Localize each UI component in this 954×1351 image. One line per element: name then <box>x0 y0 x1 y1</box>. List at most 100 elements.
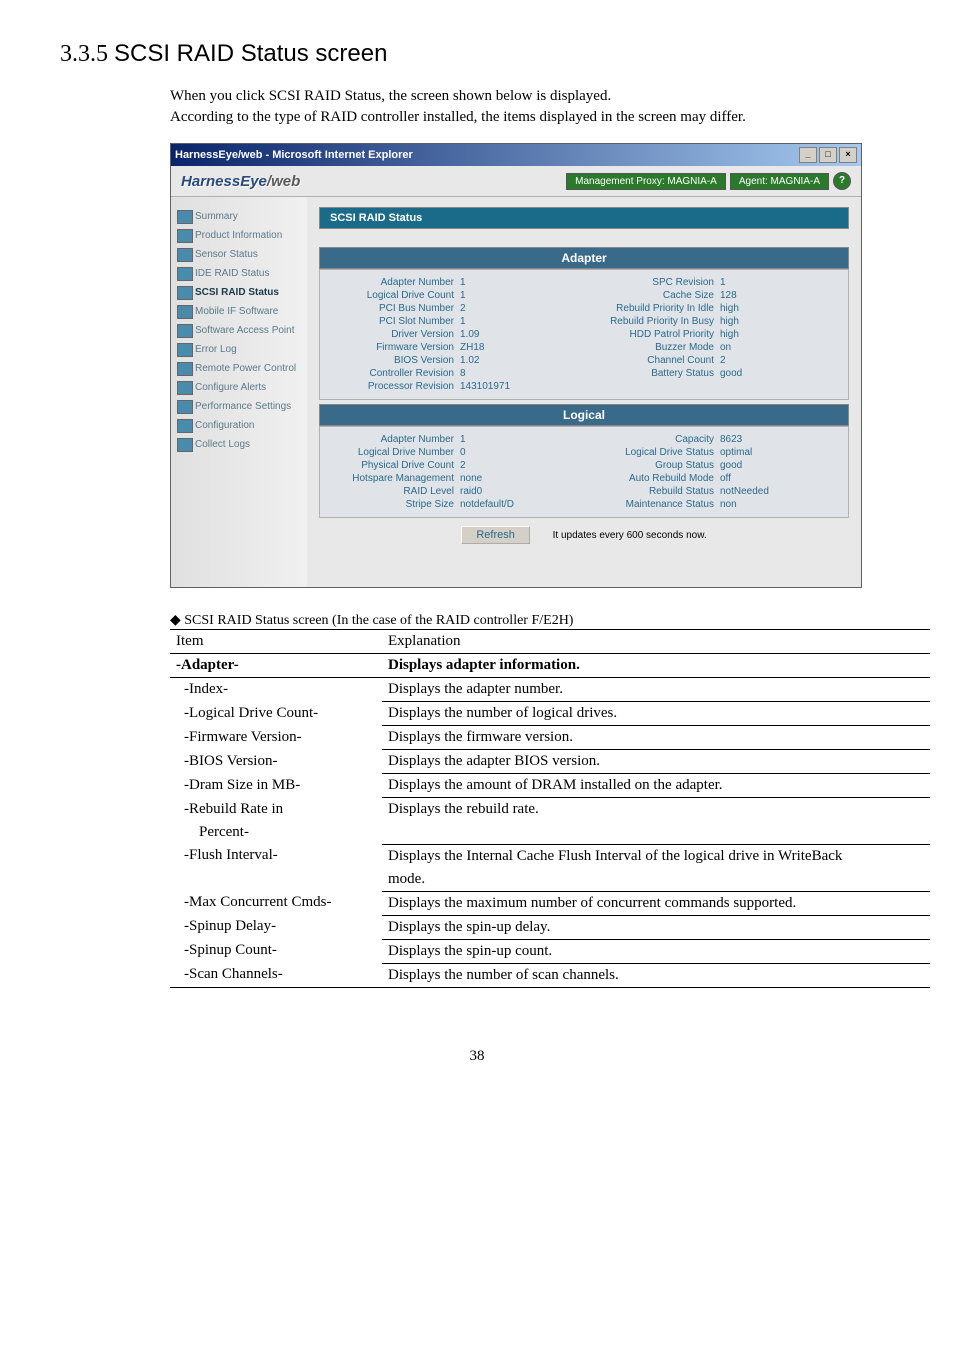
cell-item: -Firmware Version- <box>170 726 382 750</box>
sidebar-item[interactable]: IDE RAID Status <box>177 264 305 283</box>
kv-value: non <box>720 499 844 510</box>
table-row: -Spinup Count-Displays the spin-up count… <box>170 939 930 963</box>
table-row: -Spinup Delay-Displays the spin-up delay… <box>170 915 930 939</box>
cell-explain: Displays the number of scan channels. <box>382 963 930 987</box>
sidebar-label: Sensor Status <box>195 249 258 260</box>
cell-explain: Displays the rebuild rate. <box>382 798 930 822</box>
kv-row: PCI Bus Number2 <box>324 302 584 315</box>
sidebar-item[interactable]: SCSI RAID Status <box>177 283 305 302</box>
adapter-header: Adapter <box>319 247 849 269</box>
kv-row: PCI Slot Number1 <box>324 315 584 328</box>
kv-key: RAID Level <box>324 486 460 497</box>
table-row: Percent- <box>170 821 930 844</box>
adapter-left-col: Adapter Number1Logical Drive Count1PCI B… <box>324 276 584 393</box>
sidebar-item[interactable]: Error Log <box>177 340 305 359</box>
sidebar-item[interactable]: Performance Settings <box>177 397 305 416</box>
sidebar-item[interactable]: Configuration <box>177 416 305 435</box>
cell-item: -Dram Size in MB- <box>170 774 382 798</box>
kv-value: 0 <box>460 447 584 458</box>
group-item: -Adapter- <box>170 654 382 678</box>
kv-row: Capacity8623 <box>584 433 844 446</box>
kv-value: 1 <box>720 277 844 288</box>
kv-value: 8623 <box>720 434 844 445</box>
kv-key: PCI Bus Number <box>324 303 460 314</box>
cell-item: Percent- <box>170 821 382 844</box>
sidebar-item[interactable]: Summary <box>177 207 305 226</box>
kv-value: 1 <box>460 277 584 288</box>
sidebar-icon <box>177 229 193 243</box>
sidebar-label: Error Log <box>195 344 237 355</box>
logical-block: Adapter Number1Logical Drive Number0Phys… <box>319 426 849 518</box>
minimize-button[interactable]: _ <box>799 147 817 163</box>
kv-row: Processor Revision143101971 <box>324 380 584 393</box>
sidebar-item[interactable]: Product Information <box>177 226 305 245</box>
kv-row: Logical Drive Number0 <box>324 446 584 459</box>
kv-key: Buzzer Mode <box>584 342 720 353</box>
kv-value: high <box>720 329 844 340</box>
screenshot-window: HarnessEye/web - Microsoft Internet Expl… <box>170 143 862 588</box>
kv-value: 1.02 <box>460 355 584 366</box>
kv-key: Adapter Number <box>324 434 460 445</box>
kv-value: 143101971 <box>460 381 584 392</box>
kv-row: Auto Rebuild Modeoff <box>584 472 844 485</box>
help-icon[interactable]: ? <box>833 172 851 190</box>
kv-value: notNeeded <box>720 486 844 497</box>
maximize-button[interactable]: □ <box>819 147 837 163</box>
kv-key: Rebuild Status <box>584 486 720 497</box>
kv-value: 8 <box>460 368 584 379</box>
cell-item: -Spinup Count- <box>170 939 382 963</box>
kv-row: Hotspare Managementnone <box>324 472 584 485</box>
kv-value: ZH18 <box>460 342 584 353</box>
kv-key: Logical Drive Status <box>584 447 720 458</box>
page-number: 38 <box>60 1048 894 1065</box>
refresh-button[interactable]: Refresh <box>461 526 530 544</box>
sidebar-item[interactable]: Collect Logs <box>177 435 305 454</box>
kv-key: Maintenance Status <box>584 499 720 510</box>
kv-value: 128 <box>720 290 844 301</box>
kv-value: on <box>720 342 844 353</box>
adapter-right-col: SPC Revision1Cache Size128 Rebuild Priori… <box>584 276 844 393</box>
kv-value: high <box>720 303 844 314</box>
kv-key: Auto Rebuild Mode <box>584 473 720 484</box>
kv-value: 2 <box>460 303 584 314</box>
app-header: HarnessEye/web Management Proxy: MAGNIA-… <box>171 166 861 197</box>
kv-row: SPC Revision1 <box>584 276 844 289</box>
sidebar-item[interactable]: Mobile IF Software <box>177 302 305 321</box>
logical-right-col: Capacity8623Logical Drive StatusoptimalG… <box>584 433 844 511</box>
kv-key: Cache Size <box>584 290 720 301</box>
table-row: -Rebuild Rate inDisplays the rebuild rat… <box>170 798 930 822</box>
cell-explain: Displays the amount of DRAM installed on… <box>382 774 930 798</box>
kv-key: Controller Revision <box>324 368 460 379</box>
table-row: -Logical Drive Count-Displays the number… <box>170 702 930 726</box>
kv-row: Logical Drive Statusoptimal <box>584 446 844 459</box>
info-table: Item Explanation -Adapter- Displays adap… <box>170 629 930 988</box>
sidebar-icon <box>177 286 193 300</box>
kv-value: 2 <box>720 355 844 366</box>
sidebar-item[interactable]: Configure Alerts <box>177 378 305 397</box>
sidebar-item[interactable]: Remote Power Control <box>177 359 305 378</box>
kv-key: Capacity <box>584 434 720 445</box>
kv-key: Group Status <box>584 460 720 471</box>
kv-key: Adapter Number <box>324 277 460 288</box>
kv-row: Cache Size128 <box>584 289 844 302</box>
sidebar-item[interactable]: Sensor Status <box>177 245 305 264</box>
sidebar-icon <box>177 419 193 433</box>
kv-row: Driver Version1.09 <box>324 328 584 341</box>
cell-item <box>170 868 382 892</box>
heading-title: SCSI RAID Status screen <box>114 40 387 67</box>
kv-value: off <box>720 473 844 484</box>
close-button[interactable]: × <box>839 147 857 163</box>
sidebar-icon <box>177 343 193 357</box>
sidebar-item[interactable]: Software Access Point <box>177 321 305 340</box>
kv-row: Maintenance Statusnon <box>584 498 844 511</box>
sidebar-icon <box>177 400 193 414</box>
table-row: -Scan Channels-Displays the number of sc… <box>170 963 930 987</box>
kv-row: Physical Drive Count2 <box>324 459 584 472</box>
kv-key: Rebuild Priority In Busy <box>584 316 720 327</box>
cell-explain: Displays the firmware version. <box>382 726 930 750</box>
sidebar-label: SCSI RAID Status <box>195 287 279 298</box>
cell-explain: Displays the adapter BIOS version. <box>382 750 930 774</box>
main-panel: SCSI RAID Status Adapter Adapter Number1… <box>307 197 861 587</box>
kv-key: Physical Drive Count <box>324 460 460 471</box>
cell-item: -BIOS Version- <box>170 750 382 774</box>
